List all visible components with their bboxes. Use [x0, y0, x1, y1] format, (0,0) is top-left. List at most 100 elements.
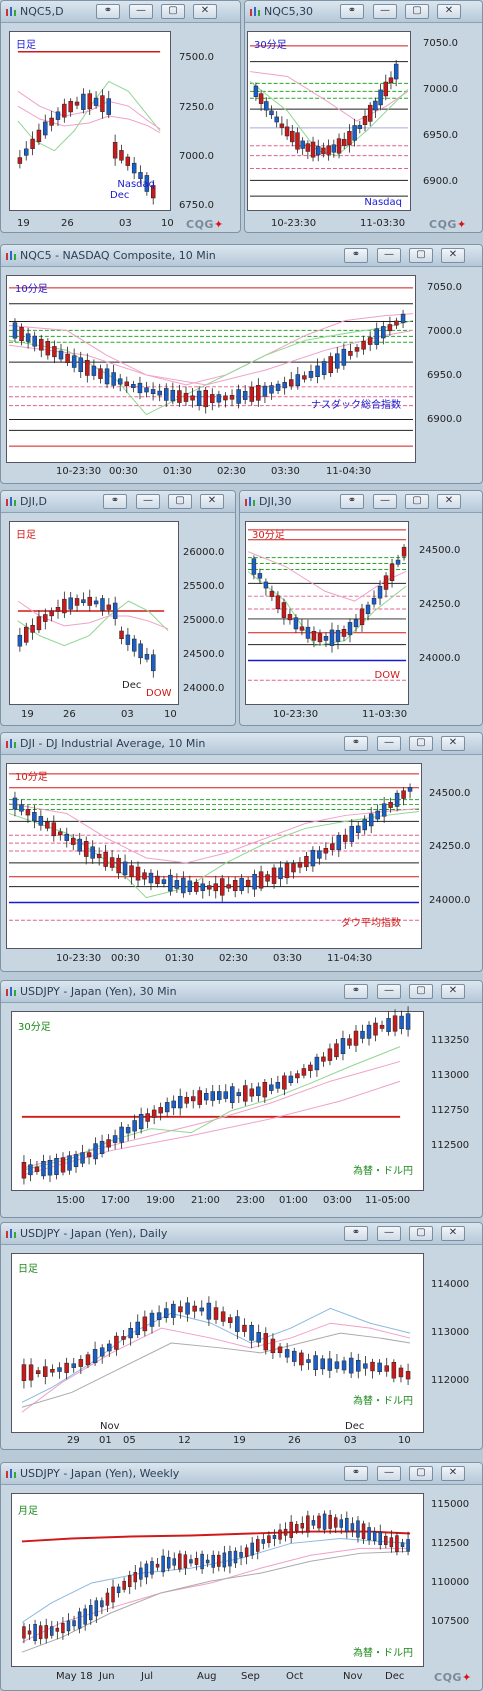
- y-axis-label: 6950.0: [423, 130, 458, 141]
- candle-body: [308, 1064, 313, 1071]
- chart-plot[interactable]: 日足 Nasdaq Dec: [9, 31, 171, 211]
- candle-body: [235, 1316, 240, 1332]
- candle-body: [377, 585, 383, 599]
- candle-body: [44, 1625, 48, 1639]
- candle-body: [49, 117, 54, 126]
- close-button[interactable]: ✕: [441, 984, 465, 999]
- link-button[interactable]: ⚭: [340, 4, 364, 19]
- maximize-button[interactable]: ▢: [405, 4, 429, 19]
- maximize-button[interactable]: ▢: [405, 494, 429, 509]
- link-button[interactable]: ⚭: [344, 1226, 368, 1241]
- minimize-button[interactable]: —: [377, 736, 401, 751]
- chart-plot[interactable]: 日足 為替・ドル円 Nov Dec: [11, 1253, 424, 1433]
- minimize-button[interactable]: —: [373, 494, 397, 509]
- link-button[interactable]: ⚭: [103, 494, 127, 509]
- close-button[interactable]: ✕: [200, 494, 224, 509]
- title-bar[interactable]: DJI - DJ Industrial Average, 10 Min ⚭ — …: [1, 733, 482, 755]
- link-button[interactable]: ⚭: [344, 736, 368, 751]
- candle-body: [284, 863, 290, 879]
- title-bar[interactable]: NQC5 - NASDAQ Composite, 10 Min ⚭ — ▢ ✕: [1, 245, 482, 267]
- title-bar[interactable]: USDJPY - Japan (Yen), 30 Min ⚭ — ▢ ✕: [1, 981, 482, 1003]
- price-chart: [247, 529, 407, 681]
- x-axis-label: 03:30: [271, 466, 300, 477]
- candle-body: [187, 880, 193, 892]
- candle-body: [252, 873, 257, 890]
- candle-body: [100, 1600, 104, 1608]
- chart-plot[interactable]: 30分足 Nasdaq: [247, 31, 411, 211]
- maximize-button[interactable]: ▢: [409, 1226, 433, 1241]
- chart-plot[interactable]: 10分足 ダウ平均指数: [6, 763, 422, 949]
- minimize-button[interactable]: —: [136, 494, 160, 509]
- candle-body: [348, 351, 353, 356]
- chart-plot[interactable]: 30分足 DOW: [245, 521, 409, 705]
- maximize-button[interactable]: ▢: [409, 736, 433, 751]
- candle-body: [282, 1075, 287, 1090]
- title-bar[interactable]: DJI,30 ⚭ — ▢ ✕: [240, 491, 482, 513]
- close-button[interactable]: ✕: [441, 1466, 465, 1481]
- link-button[interactable]: ⚭: [96, 4, 120, 19]
- x-axis-label: 01:30: [165, 953, 194, 964]
- maximize-button[interactable]: ▢: [168, 494, 192, 509]
- candle-body: [323, 636, 329, 641]
- price-chart: [8, 287, 414, 447]
- candle-body: [155, 875, 160, 885]
- candle-body: [321, 1056, 326, 1062]
- candle-body: [263, 1333, 269, 1351]
- candle-body: [49, 610, 54, 617]
- y-axis-label: 112500: [431, 1140, 470, 1151]
- x-axis-label: 01:30: [163, 466, 192, 477]
- maximize-button[interactable]: ▢: [409, 248, 433, 263]
- minimize-button[interactable]: —: [377, 984, 401, 999]
- maximize-button[interactable]: ▢: [409, 984, 433, 999]
- candle-body: [345, 1517, 349, 1533]
- maximize-button[interactable]: ▢: [161, 4, 185, 19]
- chart-plot[interactable]: 月足 為替・ドル円: [11, 1493, 424, 1667]
- candle-body: [395, 1535, 399, 1553]
- chart-plot[interactable]: 日足 Dec DOW: [9, 521, 179, 705]
- x-axis-label: 11-03:30: [362, 709, 408, 720]
- minimize-button[interactable]: —: [377, 1226, 401, 1241]
- x-axis-label: May 18: [56, 1671, 93, 1682]
- candle-body: [406, 1539, 410, 1552]
- y-axis-label: 107500: [431, 1616, 470, 1627]
- minimize-button[interactable]: —: [377, 248, 401, 263]
- link-button[interactable]: ⚭: [344, 984, 368, 999]
- chart-plot[interactable]: 30分足 為替・ドル円: [11, 1006, 424, 1191]
- candle-body: [190, 395, 195, 401]
- minimize-button[interactable]: —: [129, 4, 153, 19]
- candle-body: [168, 874, 173, 892]
- source-label: DOW: [374, 670, 400, 681]
- candle-body: [398, 1367, 404, 1378]
- candle-body: [281, 602, 287, 618]
- title-bar[interactable]: NQC5,30 ⚭ — ▢ ✕: [245, 1, 482, 23]
- x-axis-label: 12: [178, 1435, 191, 1446]
- y-axis-label: 112000: [431, 1375, 470, 1386]
- candle-body: [236, 389, 241, 404]
- link-button[interactable]: ⚭: [344, 1466, 368, 1481]
- link-button[interactable]: ⚭: [344, 248, 368, 263]
- minimize-button[interactable]: —: [377, 1466, 401, 1481]
- chart-plot[interactable]: 10分足 ナスダック総合指数: [6, 275, 416, 463]
- candle-body: [25, 809, 31, 816]
- close-button[interactable]: ✕: [437, 4, 461, 19]
- candle-body: [171, 1303, 176, 1318]
- link-button[interactable]: ⚭: [340, 494, 364, 509]
- close-button[interactable]: ✕: [441, 1226, 465, 1241]
- close-button[interactable]: ✕: [441, 248, 465, 263]
- minimize-button[interactable]: —: [373, 4, 397, 19]
- candle-body: [91, 365, 97, 376]
- candle-body: [370, 1361, 375, 1372]
- close-button[interactable]: ✕: [193, 4, 217, 19]
- candle-body: [305, 626, 311, 639]
- close-button[interactable]: ✕: [441, 736, 465, 751]
- candle-body: [119, 630, 124, 640]
- candle-body: [290, 131, 295, 143]
- title-bar[interactable]: NQC5,D ⚭ — ▢ ✕: [1, 1, 240, 23]
- close-button[interactable]: ✕: [437, 494, 461, 509]
- title-bar[interactable]: DJI,D ⚭ — ▢ ✕: [1, 491, 235, 513]
- maximize-button[interactable]: ▢: [409, 1466, 433, 1481]
- timeframe-label: 30分足: [252, 530, 285, 541]
- title-bar[interactable]: USDJPY - Japan (Yen), Weekly ⚭ — ▢ ✕: [1, 1463, 482, 1485]
- x-axis-label: Oct: [286, 1671, 304, 1682]
- title-bar[interactable]: USDJPY - Japan (Yen), Daily ⚭ — ▢ ✕: [1, 1223, 482, 1245]
